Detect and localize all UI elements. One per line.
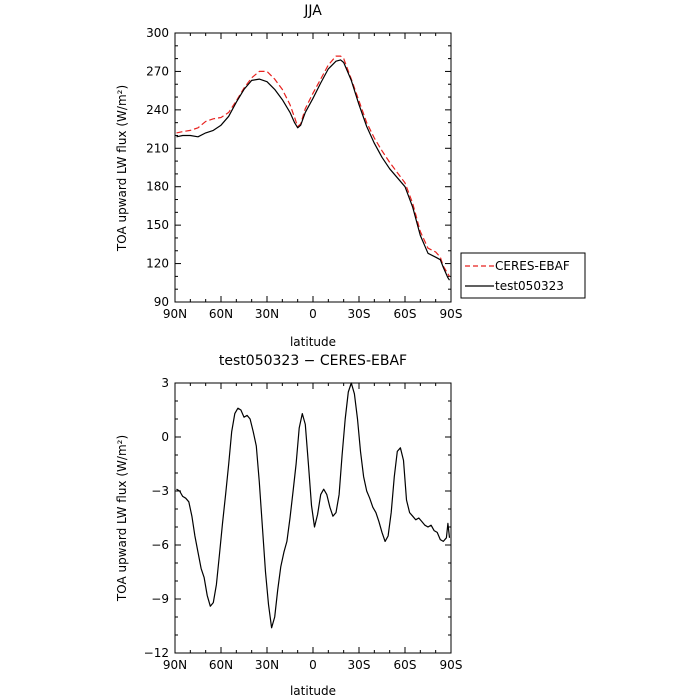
top-y-tick-label: 120 [146,257,169,271]
top-x-tick-label: 30N [255,307,279,321]
bottom-series-line-0 [176,382,451,629]
top-x-tick-label: 30S [348,307,371,321]
top-y-tick-label: 270 [146,64,169,78]
top-y-axis-label: TOA upward LW flux (W/m²) [115,85,129,252]
legend: CERES-EBAF test050323 [460,252,586,299]
top-y-tick-label: 150 [146,218,169,232]
bottom-x-axis-label: latitude [290,684,336,698]
top-series-line-test050323 [176,59,451,281]
bottom-y-tick-label: −9 [151,592,169,606]
bottom-series-lines [176,382,451,629]
top-y-tick-label: 90 [154,295,169,309]
top-x-tick-label: 60S [394,307,417,321]
top-series-line-ceres-ebaf [176,55,451,277]
legend-label-test050323: test050323 [495,279,564,293]
top-plot-title: JJA [303,3,322,19]
bottom-x-tick-label: 30S [348,658,371,672]
bottom-y-tick-label: −12 [144,646,169,660]
top-x-tick-label: 90S [440,307,463,321]
top-y-tick-label: 240 [146,103,169,117]
bottom-x-tick-label: 90S [440,658,463,672]
top-axis-ticks: 90N 60N 30N 0 30S 60S 90S 90 120 150 180 210 240 270 3… [146,26,462,321]
bottom-axis-ticks: 90N 60N 30N 0 30S 60S 90S 3 0 −3 −6 −9 −12 [144,376,463,672]
bottom-y-axis-label: TOA upward LW flux (W/m²) [115,435,129,602]
bottom-y-tick-label: 3 [161,376,169,390]
top-x-tick-label: 0 [309,307,317,321]
top-plot-frame [174,32,452,303]
bottom-x-tick-label: 60S [394,658,417,672]
top-x-tick-label: 90N [163,307,187,321]
top-x-tick-label: 60N [209,307,233,321]
legend-label-ceres-ebaf: CERES-EBAF [495,259,570,273]
top-series-lines [176,55,451,281]
top-y-tick-label: 210 [146,141,169,155]
bottom-y-tick-label: −3 [151,484,169,498]
bottom-x-tick-label: 30N [255,658,279,672]
top-y-tick-label: 300 [146,26,169,40]
bottom-x-tick-label: 0 [309,658,317,672]
top-panel: JJA 90N 60N 30N 0 30S 60S 90S 90 120 150 180 210 240… [115,3,462,349]
bottom-panel: test050323 − CERES-EBAF 90N 60N 30N 0 30S 60S… [115,353,462,698]
top-y-tick-label: 180 [146,180,169,194]
bottom-plot-title: test050323 − CERES-EBAF [219,353,407,369]
bottom-y-tick-label: 0 [161,430,169,444]
legend-box [460,252,586,299]
bottom-x-tick-label: 90N [163,658,187,672]
bottom-plot-frame [174,382,452,654]
bottom-y-tick-label: −6 [151,538,169,552]
bottom-x-tick-label: 60N [209,658,233,672]
top-x-axis-label: latitude [290,335,336,349]
